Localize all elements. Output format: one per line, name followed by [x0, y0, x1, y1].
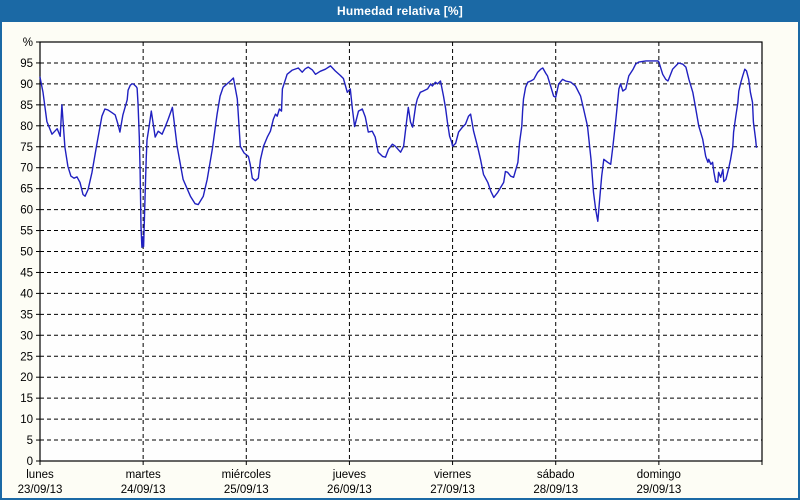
x-day-name-label: martes: [126, 469, 161, 481]
y-tick-label: 60: [20, 205, 33, 217]
x-day-name-label: sábado: [537, 469, 575, 481]
y-tick-label: 85: [20, 100, 33, 112]
y-tick-label: 25: [20, 351, 33, 363]
x-day-date-label: 28/09/13: [533, 484, 578, 496]
humidity-series-line: [39, 60, 758, 249]
y-tick-label: 45: [20, 267, 33, 279]
x-day-date-label: 26/09/13: [327, 484, 372, 496]
y-tick-label: 40: [20, 288, 33, 300]
y-axis-unit-label: %: [23, 37, 33, 49]
x-day-name-label: jueves: [332, 469, 366, 481]
y-tick-label: 35: [20, 309, 33, 321]
y-tick-label: 90: [20, 79, 33, 91]
x-day-date-label: 23/09/13: [18, 484, 63, 496]
x-day-name-label: lunes: [26, 469, 54, 481]
y-tick-label: 55: [20, 226, 33, 238]
x-day-name-label: viernes: [434, 469, 471, 481]
y-tick-label: 75: [20, 142, 33, 154]
plot-frame: [39, 41, 763, 462]
y-tick-label: 0: [27, 456, 33, 468]
x-day-name-label: miércoles: [222, 469, 271, 481]
y-tick-label: 10: [20, 414, 33, 426]
chart-container: 0 5 10 15 20 25 30 35 40 45 50 55 60 65 70 75 80 85 90 95% l…: [2, 22, 798, 498]
y-tick-label: 65: [20, 184, 33, 196]
y-tick-label: 50: [20, 247, 33, 259]
x-day-date-label: 24/09/13: [121, 484, 166, 496]
x-day-date-label: 27/09/13: [430, 484, 475, 496]
y-tick-label: 5: [27, 435, 33, 447]
window-titlebar: Humedad relativa [%]: [0, 0, 800, 22]
x-day-date-label: 25/09/13: [224, 484, 269, 496]
y-tick-label: 80: [20, 121, 33, 133]
x-day-date-label: 29/09/13: [636, 484, 681, 496]
humidity-line-chart: 0 5 10 15 20 25 30 35 40 45 50 55 60 65 70 75 80 85 90 95% l…: [18, 37, 763, 496]
y-tick-label: 95: [20, 58, 33, 70]
window-title: Humedad relativa [%]: [336, 4, 464, 18]
y-tick-label: 30: [20, 330, 33, 342]
y-tick-label: 20: [20, 372, 33, 384]
y-tick-label: 15: [20, 393, 33, 405]
x-day-name-label: domingo: [637, 469, 681, 481]
y-tick-label: 70: [20, 163, 33, 175]
